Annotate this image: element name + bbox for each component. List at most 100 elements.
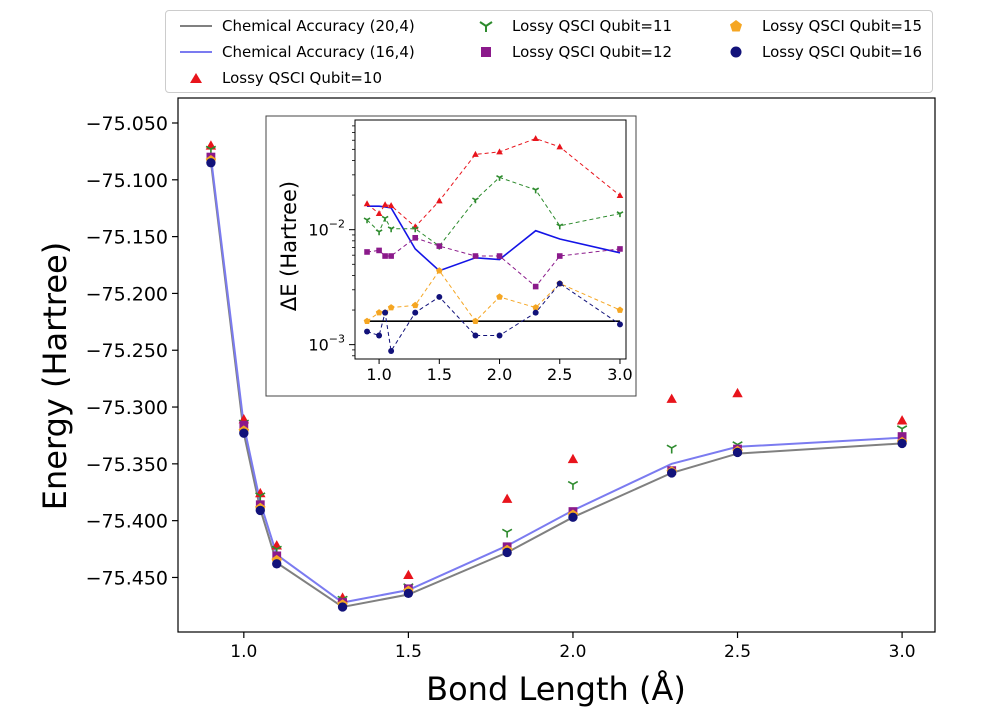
inset-data-point: [363, 217, 371, 224]
main-data-point: [897, 432, 907, 441]
inset-data-point: [375, 229, 383, 236]
legend-label: Lossy QSCI Qubit=11: [512, 17, 673, 35]
inset-y-axis-label: ΔE (Hartree): [277, 181, 301, 311]
inset-data-point: [496, 148, 503, 155]
inset-data-point: [382, 309, 389, 316]
inset-data-point: [556, 253, 563, 259]
main-data-point: [897, 438, 907, 449]
main-data-point: [255, 505, 265, 516]
legend-item-qubit-12: Lossy QSCI Qubit=12: [466, 42, 672, 62]
inset-y-tick-base: 10: [308, 336, 328, 355]
inset-plot-frame: [354, 119, 627, 360]
inset-data-point: [412, 309, 419, 316]
main-data-point: [502, 547, 512, 558]
inset-data-point: [411, 301, 419, 309]
main-data-point: [567, 453, 579, 464]
main-data-point: [239, 420, 249, 430]
inset-data-point: [472, 332, 479, 339]
main-x-tick-label: 1.0: [230, 642, 257, 662]
inset-data-point: [387, 202, 395, 209]
legend-label: Lossy QSCI Qubit=12: [512, 43, 673, 61]
inset-data-point: [496, 332, 503, 339]
main-data-point: [732, 387, 743, 398]
legend-item-qubit-15: Lossy QSCI Qubit=15: [716, 16, 922, 36]
legend-label: Chemical Accuracy (16,4): [222, 43, 415, 61]
main-data-point: [666, 444, 677, 454]
inset-data-point: [381, 201, 389, 208]
main-y-tick-label: −75.350: [86, 454, 168, 476]
main-x-tick-label: 2.0: [559, 642, 586, 662]
inset-data-point: [556, 280, 563, 287]
main-y-tick-label: −75.150: [86, 227, 168, 249]
inset-y-tick-label: 10−2: [308, 218, 345, 240]
main-x-tick-label: 2.5: [724, 642, 751, 662]
inset-data-point: [616, 192, 624, 199]
inset-y-tick-base: 10: [308, 221, 328, 240]
main-y-tick-label: −75.100: [86, 170, 168, 192]
inset-x-tick-label: 2.0: [487, 365, 512, 384]
main-data-point: [568, 512, 578, 522]
inset-data-point: [435, 197, 443, 204]
main-data-point: [567, 480, 579, 490]
legend-tri-down-marker-icon: [479, 21, 493, 32]
inset-data-point: [412, 235, 419, 241]
main-data-point: [896, 415, 908, 425]
main-data-point: [732, 447, 743, 458]
legend-square-marker-icon: [481, 47, 491, 57]
inset-data-point: [616, 211, 624, 218]
inset-data-point: [376, 247, 382, 254]
inset-data-point: [472, 317, 479, 324]
main-y-tick-label: −75.400: [86, 511, 168, 533]
legend-item-qubit-11: Lossy QSCI Qubit=11: [466, 16, 672, 36]
inset-data-point: [363, 317, 371, 324]
inset-data-point: [496, 174, 503, 181]
main-x-axis-label: Bond Length (Å): [426, 670, 686, 708]
inset-data-point: [436, 267, 443, 274]
legend-triangle-marker-icon: [190, 73, 202, 83]
inset-data-point: [617, 246, 623, 252]
inset-x-tick-label: 1.0: [366, 365, 391, 384]
main-x-tick-label: 1.5: [395, 642, 422, 662]
main-data-point: [501, 528, 513, 538]
inset-x-tick-label: 2.5: [547, 365, 572, 384]
inset-data-point: [496, 293, 503, 300]
inset-data-point: [436, 243, 443, 249]
legend-item-qubit-16: Lossy QSCI Qubit=16: [716, 42, 922, 62]
legend-circle-marker-icon: [730, 46, 742, 58]
main-y-tick-label: −75.450: [86, 567, 168, 589]
inset-plot: 1.0 1.5 2.0 2.5 3.010−310−2: [265, 115, 637, 397]
legend: Chemical Accuracy (20,4) Chemical Accura…: [165, 10, 933, 93]
inset-y-tick-exponent: −3: [329, 333, 345, 346]
legend-pentagon-marker-icon: [730, 20, 742, 32]
inset-data-point: [364, 249, 370, 255]
inset-data-point: [381, 215, 389, 222]
inset-data-point: [472, 253, 479, 259]
main-data-point: [501, 493, 513, 503]
inset-data-point: [532, 187, 540, 194]
legend-label: Chemical Accuracy (20,4): [222, 17, 415, 35]
inset-data-point: [388, 253, 394, 259]
main-data-point: [403, 588, 414, 599]
inset-data-point: [532, 309, 539, 316]
inset-data-point: [375, 309, 383, 316]
inset-data-point: [436, 293, 443, 300]
main-y-tick-label: −75.250: [86, 340, 168, 362]
inset-data-point: [472, 197, 479, 204]
legend-item-chem-acc-16-4: Chemical Accuracy (16,4): [176, 42, 415, 62]
main-data-point: [272, 559, 282, 569]
main-x-tick-label: 3.0: [889, 642, 916, 662]
inset-x-tick-label: 3.0: [607, 365, 632, 384]
inset-data-point: [472, 150, 479, 157]
inset-data-point: [411, 226, 419, 233]
main-data-point: [239, 428, 249, 438]
main-y-tick-label: −75.300: [86, 397, 168, 419]
main-data-point: [666, 393, 677, 403]
inset-y-tick-exponent: −2: [329, 218, 345, 231]
main-data-point: [337, 602, 348, 612]
legend-item-chem-acc-20-4: Chemical Accuracy (20,4): [176, 16, 415, 36]
legend-label: Lossy QSCI Qubit=10: [222, 69, 383, 87]
inset-data-point: [496, 253, 503, 259]
inset-data-point: [375, 210, 383, 217]
inset-series-line: [366, 269, 621, 322]
inset-series-line: [366, 176, 621, 247]
